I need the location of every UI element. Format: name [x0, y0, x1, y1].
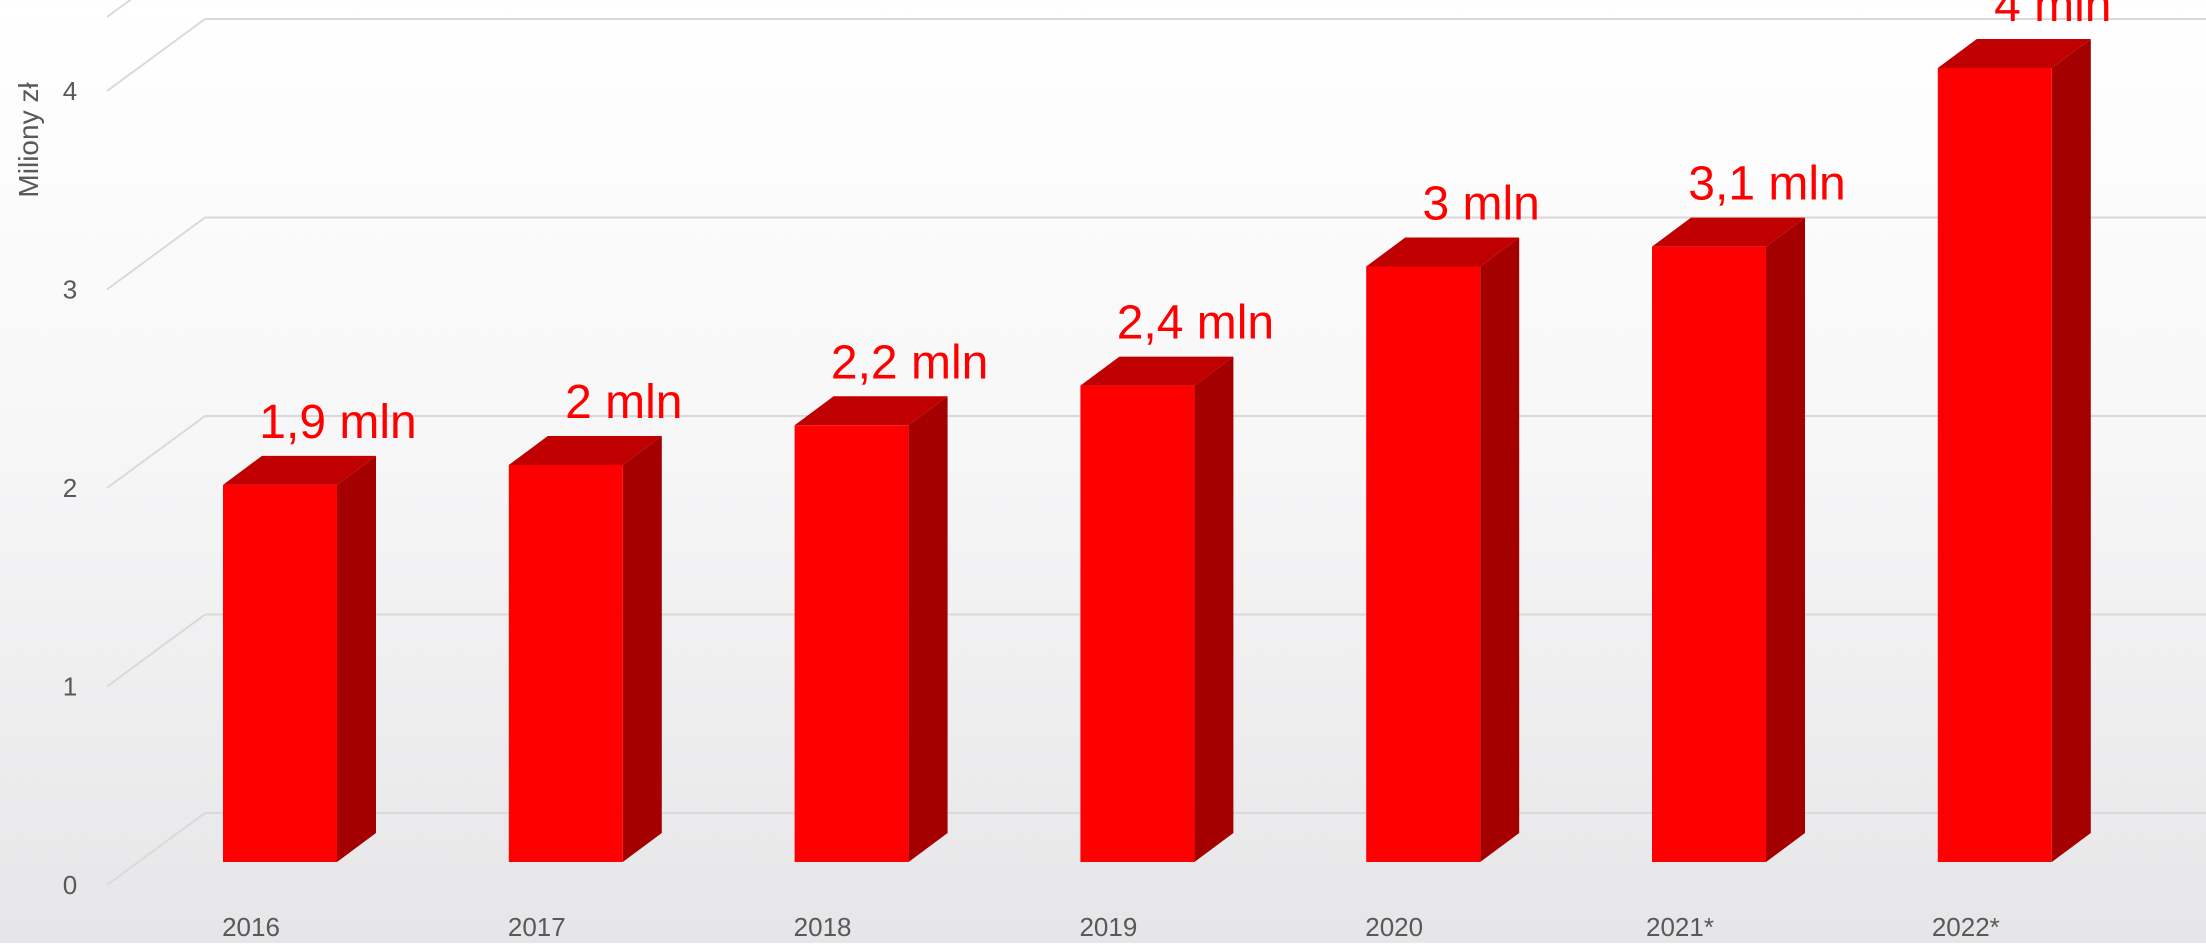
bar-front-face: [1652, 246, 1766, 862]
x-tick-label: 2017: [508, 912, 566, 942]
bar-front-face: [508, 465, 623, 862]
x-tick-label: 2021*: [1646, 912, 1714, 942]
bar: [1366, 237, 1520, 862]
bar-top-face: [1080, 356, 1234, 386]
bar-side-face: [1480, 237, 1520, 862]
bar-side-face: [2051, 39, 2091, 862]
bar: [1652, 217, 1805, 862]
x-axis-ticks: 2016 2017 2018 2019 2020 2021* 2022*: [222, 912, 2000, 942]
gridline-depth: [106, 415, 206, 489]
data-label: 3,1 mln: [1688, 158, 1845, 211]
data-label: 1,9 mln: [259, 396, 416, 449]
bar-side-face: [622, 436, 662, 862]
bar-top-face: [508, 436, 662, 465]
y-tick-label: 4: [63, 76, 77, 106]
bar-side-face: [337, 455, 376, 862]
bars: [223, 39, 2091, 862]
bar-side-face: [1766, 217, 1805, 862]
x-tick-label: 2020: [1365, 912, 1423, 942]
gridline-depth: [106, 812, 206, 886]
bar-front-face: [794, 425, 909, 862]
bar-front-face: [223, 484, 337, 862]
bar-top-face: [223, 455, 376, 485]
bar-side-face: [1194, 356, 1234, 862]
bar: [508, 436, 662, 862]
bar-front-face: [1937, 68, 2052, 862]
y-axis-title: Miliony zł: [13, 82, 44, 198]
bar: [1937, 39, 2091, 862]
bar: [223, 455, 376, 862]
bar-side-face: [908, 396, 948, 862]
bar: [794, 396, 948, 862]
data-label: 2,4 mln: [1117, 297, 1274, 350]
x-tick-label: 2022*: [1932, 912, 2000, 942]
y-tick-label: 3: [63, 275, 77, 305]
y-tick-label: 0: [63, 870, 77, 900]
y-tick-label: 2: [63, 473, 77, 503]
data-label: 3 mln: [1423, 178, 1540, 231]
data-labels: 1,9 mln 2 mln 2,2 mln 2,4 mln 3 mln 3,1 mln 4 …: [259, 0, 2111, 449]
gridline-depth: [106, 18, 206, 92]
data-label: 2 mln: [565, 376, 682, 429]
y-axis-ticks: 0 1 2 3 4: [63, 76, 77, 900]
gridline-depth: [106, 216, 206, 291]
y-tick-label: 1: [63, 672, 77, 702]
gridline-depth: [106, 613, 206, 688]
bar-top-face: [1366, 237, 1520, 267]
gridline-depth: [106, 0, 132, 18]
bar-top-face: [794, 396, 948, 426]
bar-top-face: [1937, 39, 2091, 68]
bar-top-face: [1652, 217, 1805, 247]
x-tick-label: 2016: [222, 912, 280, 942]
x-tick-label: 2019: [1079, 912, 1137, 942]
bar-front-face: [1366, 266, 1481, 862]
data-label: 4 mln: [1994, 0, 2111, 32]
x-tick-label: 2018: [794, 912, 852, 942]
bar: [1080, 356, 1234, 862]
data-label: 2,2 mln: [831, 336, 988, 389]
bar-front-face: [1080, 385, 1195, 862]
